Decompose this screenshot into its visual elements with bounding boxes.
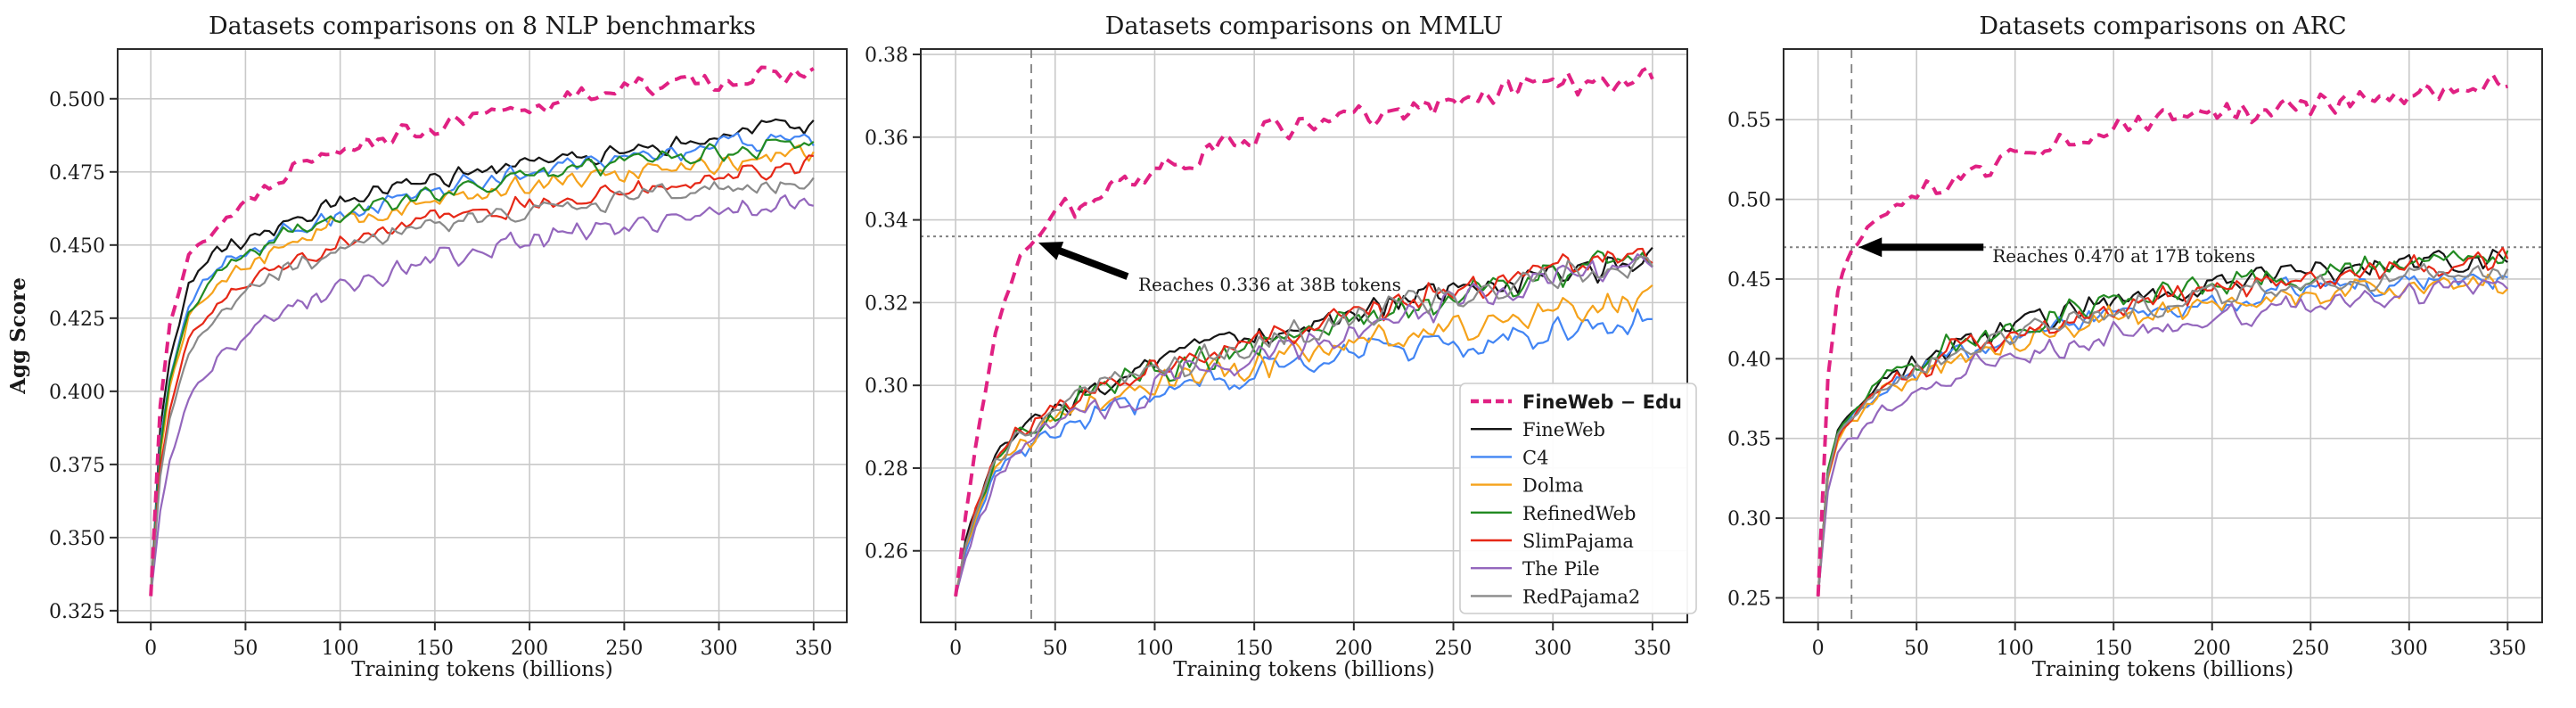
plot-border — [117, 48, 848, 623]
legend-label-Dolma: Dolma — [1522, 475, 1584, 497]
line-The-Pile — [150, 194, 815, 597]
annotation-arrow-shaft — [1055, 246, 1129, 280]
line-C4 — [1817, 272, 2508, 597]
line-SlimPajama — [1817, 246, 2509, 597]
chart-title: Datasets comparisons on MMLU — [1105, 12, 1503, 40]
y-tick-label: 0.36 — [865, 128, 908, 150]
line-RedPajama2 — [955, 255, 1653, 597]
x-tick-label: 100 — [1136, 638, 1173, 660]
x-tick-label: 100 — [322, 638, 359, 660]
line-Dolma — [955, 284, 1653, 597]
line-SlimPajama — [955, 247, 1653, 597]
annotation-text: Reaches 0.336 at 38B tokens — [1138, 274, 1401, 295]
line-FineWeb — [150, 118, 815, 597]
y-tick-label: 0.26 — [865, 541, 908, 564]
legend-label-RefinedWeb: RefinedWeb — [1522, 503, 1636, 524]
chart-svg-0: 0 50 100 150 200 250 300 350 0.325 0.350 0.375 0.40… — [6, 12, 848, 681]
y-tick-label: 0.425 — [49, 309, 105, 331]
x-tick-label: 300 — [1534, 638, 1571, 660]
legend-label-C4: C4 — [1522, 447, 1548, 468]
line-FineWeb-−-Edu — [954, 66, 1654, 597]
line-RedPajama2 — [1817, 262, 2509, 597]
x-tick-label: 350 — [795, 638, 833, 660]
legend-label-SlimPajama: SlimPajama — [1522, 531, 1634, 552]
x-tick-label: 300 — [2391, 638, 2428, 660]
legend: FineWeb − Edu FineWeb C4 Dolma RefinedWeb Sli… — [1459, 383, 1697, 614]
y-tick-label: 0.28 — [865, 458, 908, 481]
y-tick-label: 0.350 — [49, 528, 105, 550]
line-C4 — [150, 132, 815, 597]
x-tick-label: 300 — [701, 638, 738, 660]
y-tick-label: 0.45 — [1727, 269, 1771, 292]
x-tick-label: 200 — [2194, 638, 2231, 660]
y-tick-label: 0.325 — [49, 601, 105, 623]
x-tick-label: 250 — [605, 638, 643, 660]
x-tick-label: 0 — [144, 638, 157, 660]
line-Dolma — [1817, 273, 2509, 597]
annotation-arrow-head — [1858, 237, 1883, 258]
x-tick-label: 250 — [1435, 638, 1473, 660]
y-tick-label: 0.30 — [1727, 508, 1771, 531]
chart-title: Datasets comparisons on 8 NLP benchmarks — [209, 12, 756, 40]
y-tick-label: 0.30 — [865, 375, 908, 398]
x-tick-label: 50 — [1904, 638, 1929, 660]
y-tick-label: 0.500 — [49, 89, 105, 111]
x-tick-label: 150 — [416, 638, 454, 660]
line-The-Pile — [1817, 279, 2509, 597]
chart-arc: Reaches 0.470 at 17B tokens 0 50 100 150 200 2… — [1672, 0, 2576, 704]
y-axis-label: Agg Score — [6, 277, 30, 395]
line-Dolma — [150, 144, 815, 597]
line-RedPajama2 — [150, 177, 815, 597]
legend-box — [1459, 383, 1697, 614]
chart-agg-score: 0 50 100 150 200 250 300 350 0.325 0.350 0.375 0.40… — [0, 0, 858, 704]
x-tick-label: 50 — [1043, 638, 1068, 660]
x-tick-label: 150 — [1235, 638, 1273, 660]
y-tick-label: 0.35 — [1727, 429, 1771, 451]
legend-label-The-Pile: The Pile — [1522, 558, 1600, 580]
y-tick-label: 0.375 — [49, 455, 105, 477]
y-tick-label: 0.32 — [865, 292, 908, 315]
annotation-arrow-head — [1038, 242, 1064, 260]
legend-label-RedPajama2: RedPajama2 — [1522, 586, 1640, 607]
line-C4 — [955, 308, 1653, 597]
legend-label-FineWeb: FineWeb — [1522, 419, 1605, 440]
x-tick-label: 100 — [1997, 638, 2034, 660]
x-tick-label: 50 — [233, 638, 258, 660]
y-tick-label: 0.55 — [1727, 110, 1771, 132]
y-tick-label: 0.400 — [49, 382, 105, 404]
x-tick-label: 0 — [1812, 638, 1825, 660]
x-tick-label: 350 — [1634, 638, 1671, 660]
x-tick-label: 200 — [511, 638, 548, 660]
x-axis-label: Training tokens (billions) — [1173, 658, 1435, 681]
x-tick-label: 200 — [1335, 638, 1373, 660]
y-tick-label: 0.450 — [49, 235, 105, 258]
y-tick-label: 0.25 — [1727, 588, 1771, 610]
legend-label-FineWeb-−-Edu: FineWeb − Edu — [1522, 391, 1682, 413]
y-tick-label: 0.38 — [865, 45, 908, 67]
x-axis-label: Training tokens (billions) — [351, 658, 613, 681]
x-tick-label: 150 — [2095, 638, 2132, 660]
plot-border — [1783, 48, 2543, 623]
y-tick-label: 0.50 — [1727, 190, 1771, 212]
y-tick-label: 0.34 — [865, 210, 908, 233]
line-FineWeb — [1817, 249, 2508, 597]
line-FineWeb-−-Edu — [1816, 72, 2508, 597]
line-SlimPajama — [150, 154, 814, 597]
chart-svg-1: Reaches 0.336 at 38B tokens 0 50 100 150 200 2… — [809, 12, 1697, 681]
chart-svg-2: Reaches 0.470 at 17B tokens 0 50 100 150 200 2… — [1672, 12, 2543, 681]
chart-title: Datasets comparisons on ARC — [1979, 12, 2346, 40]
line-RefinedWeb — [150, 138, 815, 597]
x-tick-label: 0 — [949, 638, 962, 660]
x-tick-label: 250 — [2292, 638, 2329, 660]
plot-border — [920, 48, 1688, 623]
x-tick-label: 350 — [2489, 638, 2526, 660]
annotation-text: Reaches 0.470 at 17B tokens — [1992, 245, 2255, 267]
line-The-Pile — [955, 253, 1653, 597]
x-axis-label: Training tokens (billions) — [2032, 658, 2294, 681]
y-tick-label: 0.40 — [1727, 349, 1771, 371]
y-tick-label: 0.475 — [49, 162, 105, 185]
chart-mmlu: Reaches 0.336 at 38B tokens 0 50 100 150 200 2… — [809, 0, 1718, 704]
